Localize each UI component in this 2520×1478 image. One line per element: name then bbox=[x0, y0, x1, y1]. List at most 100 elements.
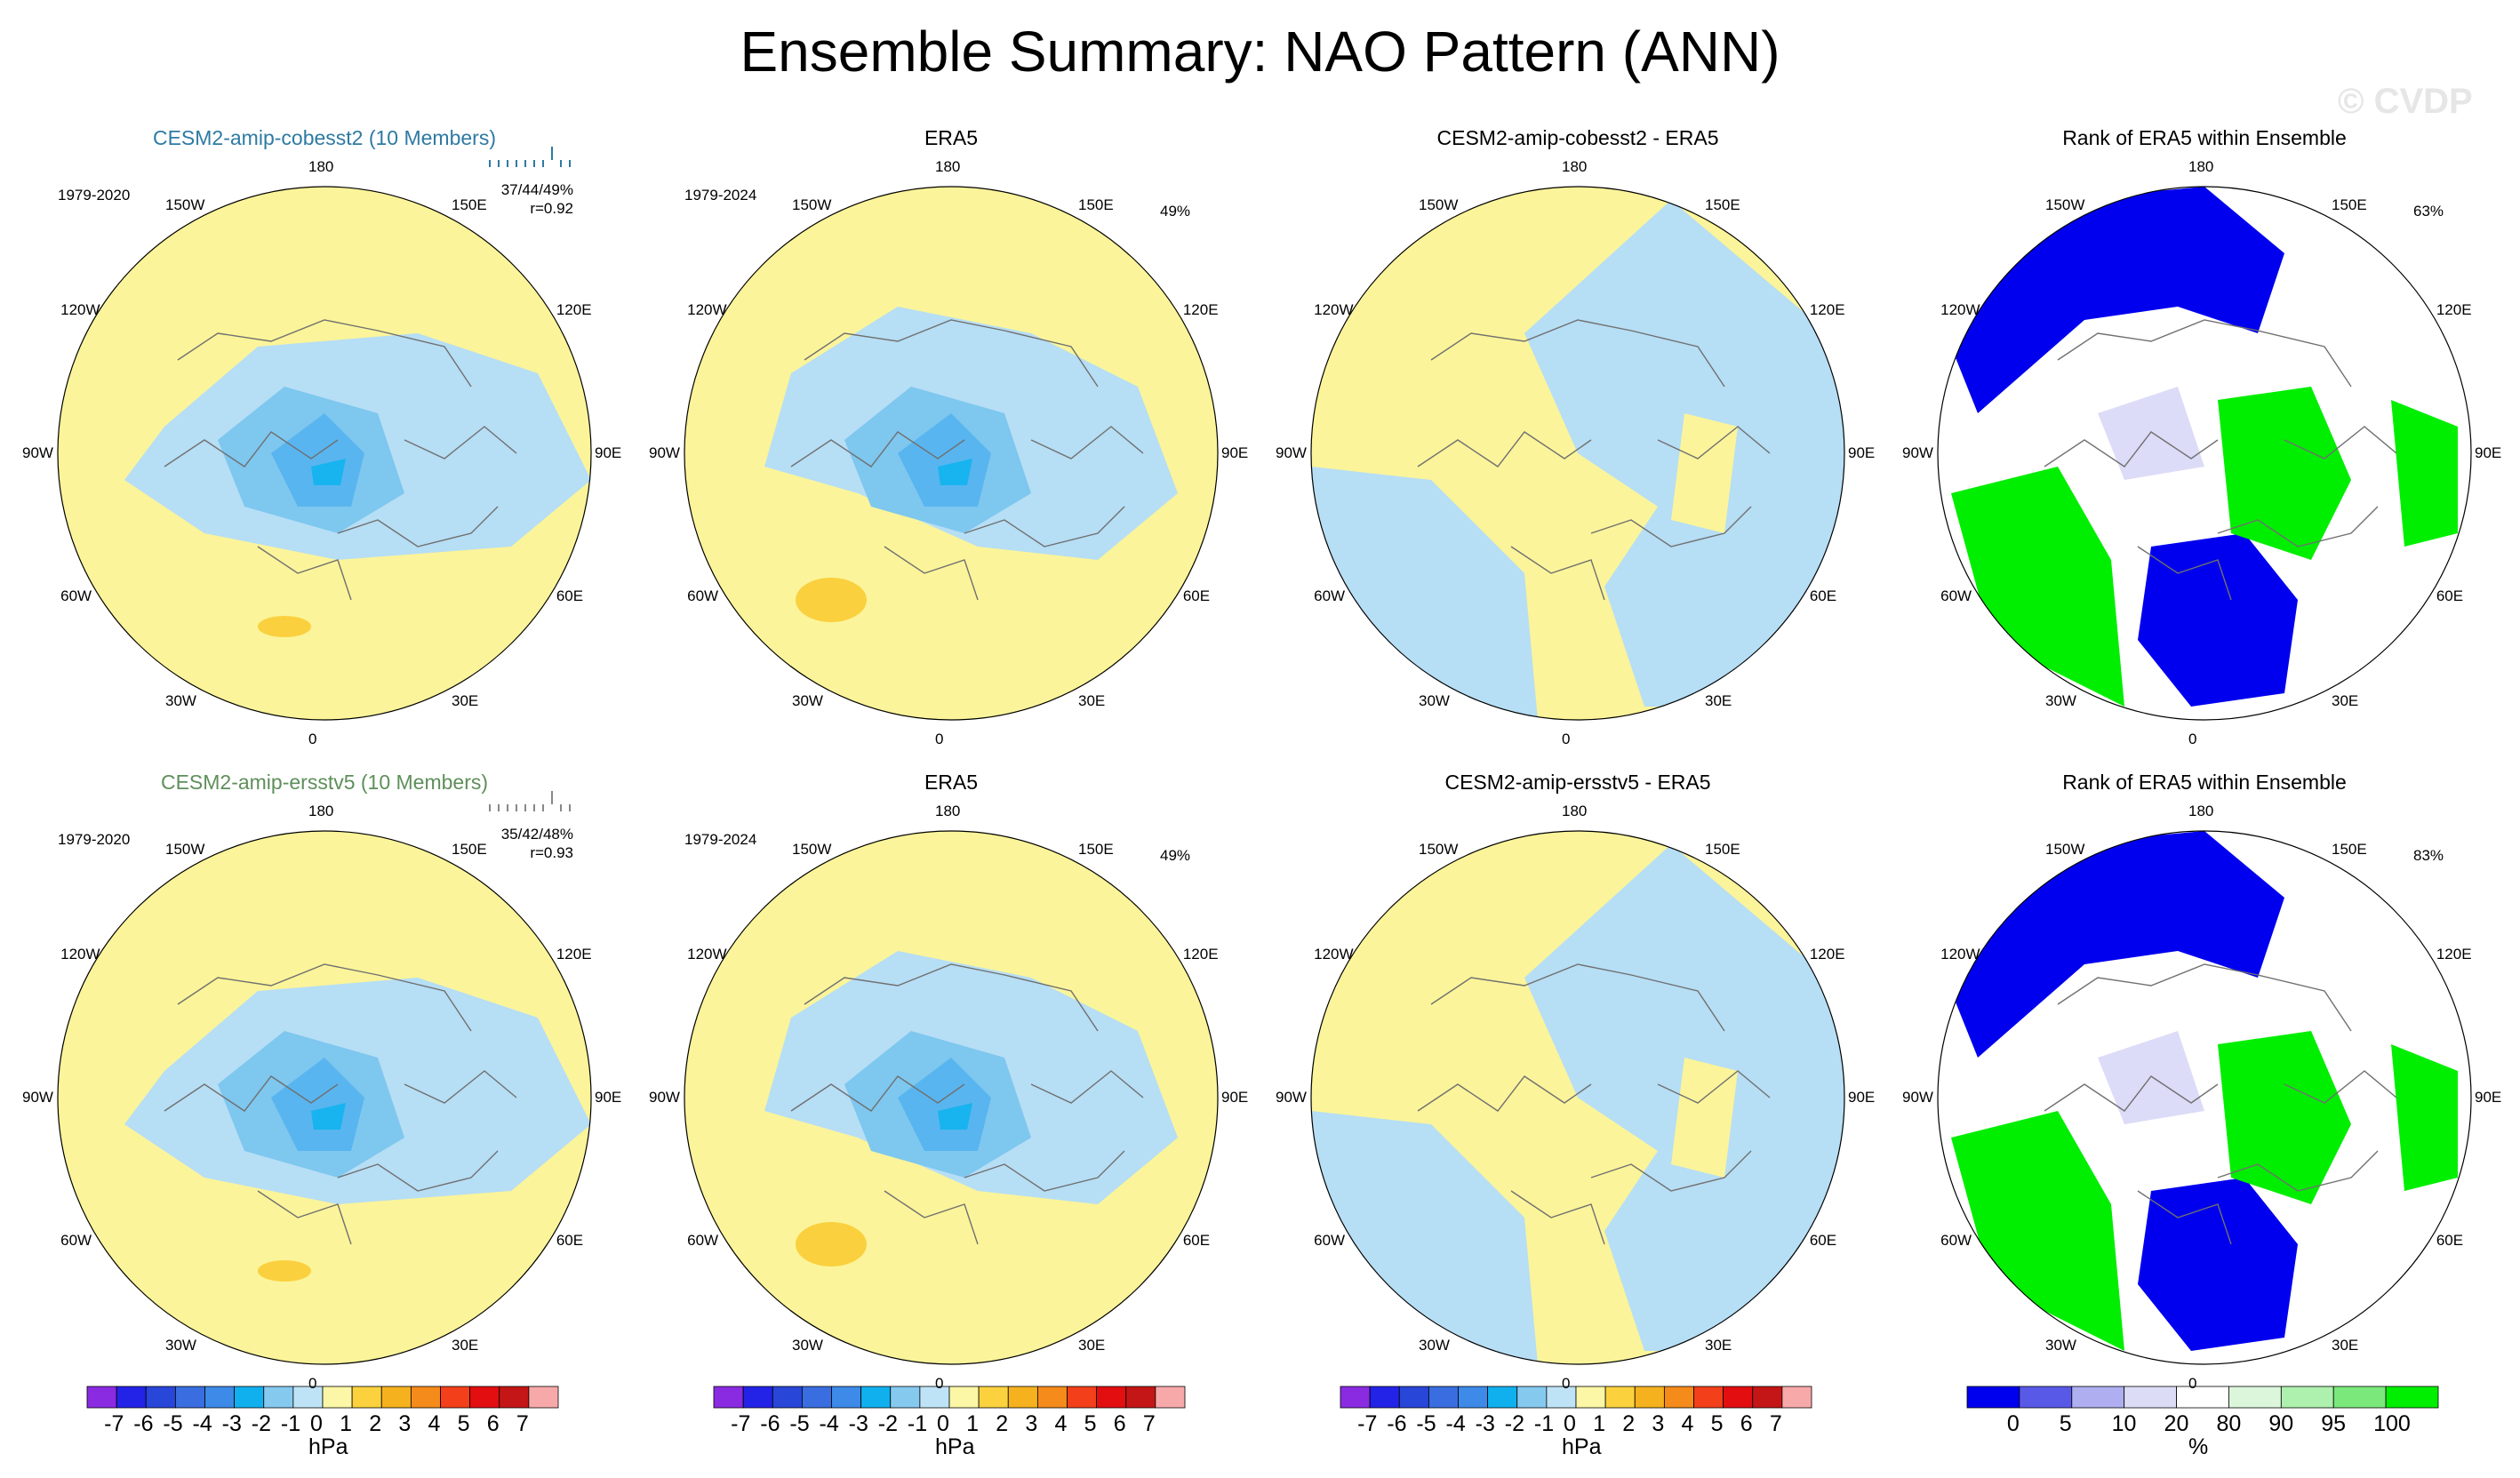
map-border bbox=[57, 186, 592, 721]
longitude-label: 0 bbox=[935, 1375, 944, 1392]
longitude-label: 150W bbox=[792, 196, 832, 214]
map-border bbox=[57, 830, 592, 1365]
panel-title: ERA5 bbox=[924, 126, 979, 149]
coastline bbox=[1590, 1150, 1752, 1192]
longitude-label: 120E bbox=[2436, 946, 2472, 963]
colorbar-swatch bbox=[713, 1386, 744, 1409]
map-1 bbox=[57, 186, 592, 721]
colorbar-tick-label: -7 bbox=[1357, 1411, 1378, 1436]
longitude-label: 90W bbox=[22, 1089, 53, 1106]
colorbar-swatch bbox=[772, 1386, 803, 1409]
colorbar-swatch bbox=[831, 1386, 862, 1409]
colorbar-swatch bbox=[1781, 1386, 1812, 1409]
colorbar-swatch bbox=[1340, 1386, 1371, 1409]
positive-center bbox=[258, 1260, 311, 1282]
coastline bbox=[2057, 963, 2352, 1032]
coastline bbox=[964, 1150, 1125, 1192]
coastline bbox=[404, 426, 517, 459]
longitude-label: 60W bbox=[60, 1232, 92, 1249]
negative-core bbox=[938, 459, 972, 485]
colorbar-tick-label: 5 bbox=[457, 1411, 470, 1436]
longitude-label: 180 bbox=[1562, 803, 1588, 819]
colorbar-swatch bbox=[948, 1386, 980, 1409]
longitude-label: 0 bbox=[308, 1375, 317, 1392]
colorbar-swatch bbox=[2071, 1386, 2125, 1409]
longitude-label: 120E bbox=[1809, 301, 1845, 318]
map-4 bbox=[1937, 186, 2472, 721]
map-6 bbox=[684, 830, 1219, 1365]
coastline bbox=[2217, 1150, 2379, 1192]
longitude-label: 120W bbox=[60, 946, 100, 963]
longitude-label: 90E bbox=[1848, 444, 1876, 461]
panel-title: CESM2-amip-ersstv5 (10 Members) bbox=[160, 771, 489, 794]
coastline bbox=[804, 963, 1099, 1032]
rank-high-region bbox=[2218, 387, 2351, 560]
colorbar-tick-label: 6 bbox=[1113, 1411, 1126, 1436]
longitude-label: 180 bbox=[935, 158, 961, 175]
longitude-label: 90E bbox=[595, 444, 622, 461]
longitude-label: 180 bbox=[935, 803, 961, 819]
longitude-label: 150E bbox=[2332, 196, 2367, 214]
map-border bbox=[1310, 186, 1845, 721]
coastline bbox=[2057, 319, 2352, 387]
panel-title: Rank of ERA5 within Ensemble bbox=[2062, 126, 2347, 149]
colorbar-tick-label: -5 bbox=[163, 1411, 183, 1436]
longitude-label: 120E bbox=[556, 946, 592, 963]
longitude-label: 30E bbox=[452, 1336, 479, 1354]
map-2 bbox=[684, 186, 1219, 721]
panel-title: CESM2-amip-ersstv5 - ERA5 bbox=[1444, 771, 1711, 794]
colorbar-swatch bbox=[1516, 1386, 1548, 1409]
colorbar-tick-label: 0 bbox=[1564, 1411, 1576, 1436]
colorbar-tick-label: 10 bbox=[2111, 1411, 2137, 1436]
coastline bbox=[1590, 506, 1752, 547]
longitude-label: 60W bbox=[1940, 587, 1972, 604]
longitude-label: 90W bbox=[649, 444, 680, 461]
longitude-label: 30W bbox=[792, 1336, 823, 1354]
positive-region bbox=[1671, 413, 1738, 533]
colorbar-tick-label: 3 bbox=[1025, 1411, 1038, 1436]
coastline bbox=[1510, 1190, 1605, 1245]
panel-title: CESM2-amip-cobesst2 - ERA5 bbox=[1436, 126, 1719, 149]
colorbar-swatch bbox=[499, 1386, 530, 1409]
longitude-label: 30E bbox=[1705, 691, 1732, 709]
colorbar-swatch bbox=[1007, 1386, 1038, 1409]
panel-title: ERA5 bbox=[924, 771, 979, 794]
colorbar-tick-label: 3 bbox=[398, 1411, 412, 1436]
colorbar-units: hPa bbox=[935, 1434, 975, 1459]
colorbar bbox=[713, 1386, 1186, 1409]
rank-high-region bbox=[2218, 1031, 2351, 1204]
colorbar-units: % bbox=[2188, 1434, 2209, 1459]
rank-mid-region bbox=[2098, 1031, 2204, 1124]
longitude-label: 150E bbox=[452, 196, 487, 214]
colorbar-tick-label: 4 bbox=[1681, 1411, 1694, 1436]
longitude-label: 150E bbox=[1705, 196, 1740, 214]
coastline bbox=[404, 1070, 517, 1104]
positive-center bbox=[796, 578, 867, 622]
colorbar-swatch bbox=[174, 1386, 205, 1409]
colorbar bbox=[1340, 1386, 1812, 1409]
colorbar-swatch bbox=[1369, 1386, 1400, 1409]
colorbar-tick-label: -7 bbox=[104, 1411, 124, 1436]
colorbar-swatch bbox=[801, 1386, 832, 1409]
coastline bbox=[2284, 426, 2397, 459]
longitude-label: 60W bbox=[1314, 1232, 1346, 1249]
colorbar-tick-label: -7 bbox=[731, 1411, 751, 1436]
longitude-label: 120E bbox=[1182, 946, 1219, 963]
colorbar-tick-label: -2 bbox=[1504, 1411, 1524, 1436]
colorbar-tick-label: -5 bbox=[789, 1411, 810, 1436]
colorbar-tick-label: -6 bbox=[1387, 1411, 1407, 1436]
colorbar-tick-label: 7 bbox=[1769, 1411, 1782, 1436]
coastline bbox=[884, 546, 979, 601]
longitude-label: 180 bbox=[308, 158, 334, 175]
colorbar-swatch bbox=[1096, 1386, 1127, 1409]
colorbar-swatch bbox=[1752, 1386, 1783, 1409]
longitude-label: 90W bbox=[1276, 1089, 1307, 1106]
colorbar-swatch bbox=[410, 1386, 441, 1409]
colorbar-swatch bbox=[2176, 1386, 2229, 1409]
percent-label: 49% bbox=[1160, 847, 1191, 864]
longitude-label: 60E bbox=[1809, 587, 1837, 604]
colorbar-swatch bbox=[145, 1386, 176, 1409]
longitude-label: 60E bbox=[556, 587, 584, 604]
colorbar-swatch bbox=[292, 1386, 324, 1409]
